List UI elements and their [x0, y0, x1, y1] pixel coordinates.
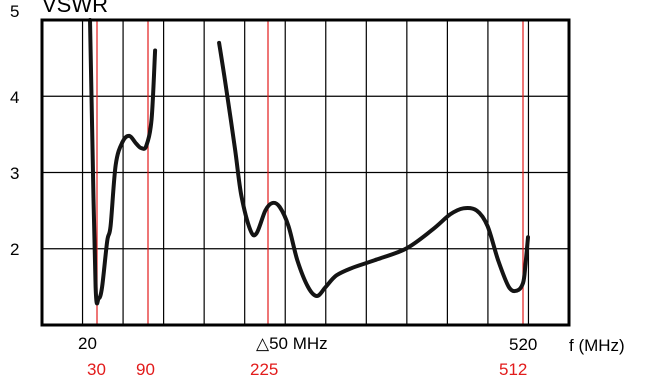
marker-label: 90	[136, 360, 155, 379]
y-tick-label: 4	[10, 88, 19, 107]
marker-label: 512	[499, 360, 527, 379]
chart-title: VSWR	[42, 0, 108, 17]
y-tick-label: 2	[10, 240, 19, 259]
marker-label: 225	[250, 360, 278, 379]
y-tick-label: 5	[10, 2, 19, 21]
x-tick-label: 520	[509, 335, 537, 354]
marker-label: 30	[87, 360, 106, 379]
chart-grid	[42, 20, 569, 325]
y-tick-label: 3	[10, 164, 19, 183]
x-tick-label: △50 MHz	[256, 334, 328, 353]
plot-frame	[40, 18, 571, 327]
x-tick-label: 20	[78, 334, 97, 353]
curve-segment	[88, 18, 158, 306]
curve-segment	[217, 40, 530, 298]
vswr-curve	[88, 18, 530, 306]
x-axis-label: f (MHz)	[569, 336, 625, 355]
